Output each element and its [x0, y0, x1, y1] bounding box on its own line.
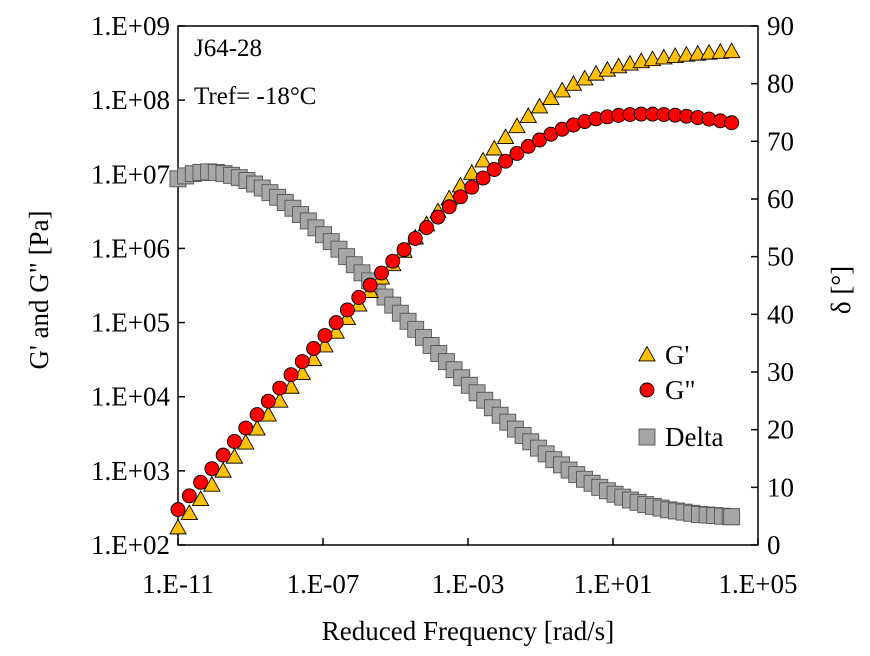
g-prime-point: [677, 45, 696, 62]
g-double-prime-point: [181, 488, 197, 504]
x-tick-label: 1.E-11: [142, 569, 214, 599]
g-double-prime-point: [486, 162, 502, 177]
right-y-tick-label: 20: [767, 415, 794, 445]
right-y-tick-label: 0: [767, 530, 781, 560]
right-y-tick-label: 80: [767, 69, 794, 99]
right-y-tick-label: 40: [767, 299, 794, 329]
left-y-axis: 1.E+02 1.E+03 1.E+04 1.E+05 1.E+06 1.E+07 1.E+…: [91, 11, 185, 560]
g-double-prime-point: [170, 502, 186, 518]
legend: G' G" Delta: [638, 340, 723, 452]
g-double-prime-point: [520, 138, 536, 154]
g-double-prime-point: [204, 461, 220, 477]
g-double-prime-point: [385, 253, 401, 269]
right-y-tick-label: 30: [767, 357, 794, 387]
g-double-prime-point: [249, 407, 265, 423]
g-double-prime-point: [351, 290, 367, 305]
g-double-prime-point: [215, 447, 231, 463]
g-prime-point: [169, 518, 187, 535]
series-g-double-prime: [170, 106, 740, 518]
y-axis-label-right: δ [°]: [826, 266, 856, 314]
g-prime-point: [485, 139, 504, 156]
x-tick-label: 1.E-03: [432, 569, 505, 599]
delta-point: [723, 508, 741, 526]
left-y-tick-label: 1.E+03: [91, 456, 170, 486]
g-double-prime-point: [193, 474, 209, 490]
left-y-tick-label: 1.E+09: [91, 11, 170, 41]
legend-g-prime-label: G': [665, 340, 689, 370]
legend-g-double-prime-marker: [639, 382, 655, 398]
g-prime-point: [575, 69, 594, 86]
g-prime-point: [496, 128, 515, 145]
g-prime-point: [180, 504, 199, 521]
g-prime-point: [711, 42, 730, 59]
legend-delta-label: Delta: [665, 422, 723, 452]
g-double-prime-point: [453, 189, 468, 205]
x-tick-label: 1.E+01: [574, 569, 653, 599]
right-y-axis: 0 10 20 30 40 50 60 70 80 90: [751, 11, 794, 560]
left-y-tick-label: 1.E+04: [91, 382, 170, 412]
g-double-prime-point: [317, 328, 333, 343]
g-double-prime-point: [441, 199, 457, 215]
g-prime-point: [462, 163, 481, 180]
y-axis-label-left: G' and G" [Pa]: [24, 210, 54, 369]
g-double-prime-point: [238, 420, 254, 436]
g-double-prime-point: [339, 302, 355, 318]
left-y-tick-label: 1.E+05: [91, 308, 170, 338]
g-double-prime-point: [328, 315, 344, 331]
x-axis: 1.E-11 1.E-07 1.E-03 1.E+01 1.E+05: [142, 538, 797, 599]
g-double-prime-point: [306, 341, 322, 356]
g-prime-point: [474, 151, 492, 168]
g-double-prime-point: [464, 179, 480, 195]
g-double-prime-point: [260, 393, 276, 409]
g-double-prime-point: [396, 242, 412, 258]
x-axis-label: Reduced Frequency [rad/s]: [322, 616, 614, 646]
right-y-tick-label: 50: [767, 242, 794, 272]
g-prime-point: [530, 97, 549, 114]
g-prime-point: [191, 490, 210, 506]
g-prime-point: [722, 42, 741, 59]
g-double-prime-point: [498, 153, 514, 169]
x-tick-label: 1.E+05: [719, 569, 798, 599]
legend-g-double-prime-label: G": [665, 375, 696, 405]
x-tick-label: 1.E-07: [287, 569, 360, 599]
g-double-prime-point: [419, 220, 435, 236]
g-prime-point: [700, 43, 718, 60]
g-double-prime-point: [724, 115, 740, 131]
legend-g-prime-marker: [638, 345, 656, 362]
g-double-prime-point: [430, 209, 446, 225]
right-y-tick-label: 60: [767, 184, 794, 214]
g-double-prime-point: [283, 367, 299, 383]
g-double-prime-point: [362, 277, 378, 293]
right-y-tick-label: 10: [767, 472, 794, 502]
series-delta: [169, 163, 741, 526]
g-prime-point: [508, 117, 526, 134]
g-double-prime-point: [509, 145, 525, 161]
left-y-tick-label: 1.E+06: [91, 233, 170, 263]
legend-delta-marker: [638, 428, 656, 446]
right-y-tick-label: 90: [767, 11, 794, 41]
left-y-tick-label: 1.E+02: [91, 530, 170, 560]
g-prime-point: [519, 107, 538, 123]
left-y-tick-label: 1.E+07: [91, 159, 170, 189]
g-prime-point: [688, 44, 707, 61]
g-double-prime-point: [294, 354, 310, 370]
g-prime-point: [270, 391, 289, 408]
left-y-tick-label: 1.E+08: [91, 85, 170, 115]
right-y-tick-label: 70: [767, 126, 794, 156]
g-double-prime-point: [407, 231, 423, 246]
g-double-prime-point: [272, 380, 288, 396]
g-double-prime-point: [475, 170, 491, 186]
annotation-sample: J64-28: [194, 35, 262, 62]
annotation-tref: Tref= -18°C: [194, 83, 317, 110]
g-double-prime-point: [374, 265, 389, 281]
g-double-prime-point: [226, 434, 242, 449]
